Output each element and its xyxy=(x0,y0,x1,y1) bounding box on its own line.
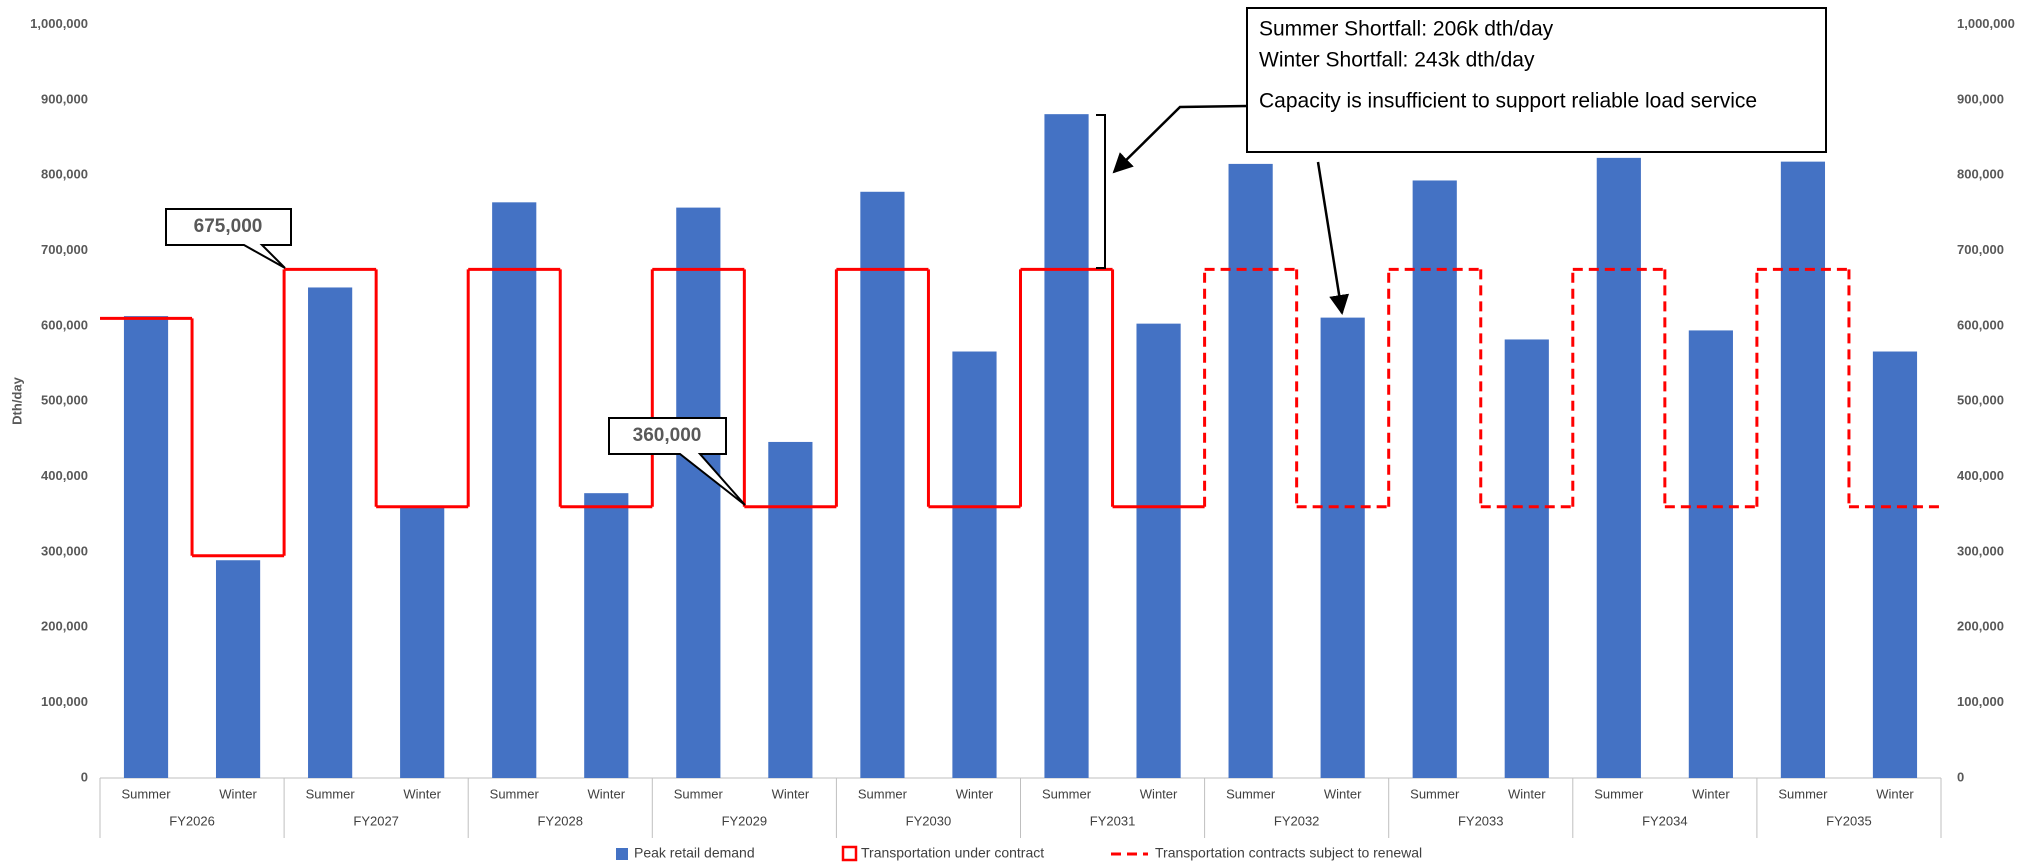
bar xyxy=(860,191,905,779)
legend-label: Peak retail demand xyxy=(634,845,755,861)
x-tick-label: Winter xyxy=(1692,786,1730,801)
group-label: FY2029 xyxy=(722,813,768,828)
y2-tick-label: 700,000 xyxy=(1957,242,2004,257)
x-tick-label: Summer xyxy=(1594,786,1644,801)
bar xyxy=(676,207,721,779)
callout-text: 675,000 xyxy=(194,216,263,237)
y-tick-label: 200,000 xyxy=(41,619,88,634)
x-tick-label: Summer xyxy=(858,786,908,801)
bar xyxy=(400,506,445,778)
bar xyxy=(308,287,353,778)
x-tick-label: Winter xyxy=(587,786,625,801)
y-tick-label: 800,000 xyxy=(41,167,88,182)
arrow xyxy=(1316,161,1350,315)
legend-swatch xyxy=(841,845,858,862)
legend-label: Transportation under contract xyxy=(861,845,1044,861)
y-tick-label: 900,000 xyxy=(41,91,88,106)
y-tick-label: 300,000 xyxy=(41,543,88,558)
bar xyxy=(952,351,997,778)
y2-tick-label: 100,000 xyxy=(1957,694,2004,709)
bar xyxy=(1044,114,1089,778)
x-tick-label: Summer xyxy=(1778,786,1828,801)
x-tick-label: Summer xyxy=(121,786,171,801)
group-label: FY2032 xyxy=(1274,813,1320,828)
y-tick-label: 700,000 xyxy=(41,242,88,257)
y-tick-label: 100,000 xyxy=(41,694,88,709)
y2-tick-label: 600,000 xyxy=(1957,317,2004,332)
bar xyxy=(1688,330,1733,778)
y-tick-label: 600,000 xyxy=(41,317,88,332)
x-tick-label: Summer xyxy=(1410,786,1460,801)
bar xyxy=(1504,339,1549,778)
y2-tick-label: 800,000 xyxy=(1957,167,2004,182)
bar xyxy=(1780,161,1826,779)
x-tick-label: Winter xyxy=(219,786,257,801)
y2-tick-label: 500,000 xyxy=(1957,393,2004,408)
note-box xyxy=(1246,7,1827,153)
y-axis-title: Dth/day xyxy=(9,376,24,424)
bar xyxy=(1596,157,1641,778)
group-label: FY2031 xyxy=(1090,813,1136,828)
group-label: FY2034 xyxy=(1642,813,1688,828)
legend: Peak retail demand Transportation under c… xyxy=(616,845,1422,862)
group-label: FY2026 xyxy=(169,813,215,828)
bar xyxy=(1872,351,1918,778)
bar xyxy=(1320,317,1365,778)
group-label: FY2028 xyxy=(537,813,583,828)
x-tick-label: Winter xyxy=(1324,786,1362,801)
x-tick-label: Winter xyxy=(1876,786,1914,801)
bar xyxy=(584,493,629,778)
note-text: Capacity is insufficient to support reli… xyxy=(1259,90,1757,113)
bar xyxy=(215,560,261,778)
bar xyxy=(1228,163,1273,778)
y-tick-label: 500,000 xyxy=(41,393,88,408)
note-text: Summer Shortfall: 206k dth/day xyxy=(1259,18,1554,41)
y-tick-label: 400,000 xyxy=(41,468,88,483)
bracket xyxy=(1096,114,1106,269)
group-label: FY2033 xyxy=(1458,813,1504,828)
x-tick-label: Summer xyxy=(674,786,724,801)
bar xyxy=(492,202,537,779)
y2-tick-label: 300,000 xyxy=(1957,543,2004,558)
x-tick-label: Summer xyxy=(1042,786,1092,801)
x-tick-label: Winter xyxy=(956,786,994,801)
x-tick-label: Winter xyxy=(1140,786,1178,801)
callout-box xyxy=(165,208,292,269)
callout-box xyxy=(608,417,746,506)
legend-label: Transportation contracts subject to rene… xyxy=(1155,845,1422,861)
y2-tick-label: 200,000 xyxy=(1957,619,2004,634)
y-tick-label: 1,000,000 xyxy=(30,16,88,31)
x-tick-label: Winter xyxy=(403,786,441,801)
x-tick-label: Winter xyxy=(772,786,810,801)
bar xyxy=(768,441,813,778)
group-label: FY2030 xyxy=(906,813,952,828)
group-label: FY2027 xyxy=(353,813,399,828)
x-tick-label: Summer xyxy=(1226,786,1276,801)
x-tick-label: Winter xyxy=(1508,786,1546,801)
bar xyxy=(1412,180,1457,779)
plot: 0 0 100,000 100,000 200,000 200,000 300,000 300… xyxy=(30,16,2015,838)
x-tick-label: Summer xyxy=(306,786,356,801)
legend-swatch xyxy=(616,848,628,860)
callout-text: 360,000 xyxy=(633,425,702,446)
y2-tick-label: 900,000 xyxy=(1957,91,2004,106)
y-tick-label: 0 xyxy=(81,769,88,784)
arrow xyxy=(1112,104,1248,174)
bar xyxy=(123,316,169,778)
y2-tick-label: 1,000,000 xyxy=(1957,16,2015,31)
bar xyxy=(1136,323,1181,778)
x-tick-label: Summer xyxy=(490,786,540,801)
y2-tick-label: 0 xyxy=(1957,769,1964,784)
y2-tick-label: 400,000 xyxy=(1957,468,2004,483)
note-text: Winter Shortfall: 243k dth/day xyxy=(1259,49,1535,72)
group-label: FY2035 xyxy=(1826,813,1872,828)
